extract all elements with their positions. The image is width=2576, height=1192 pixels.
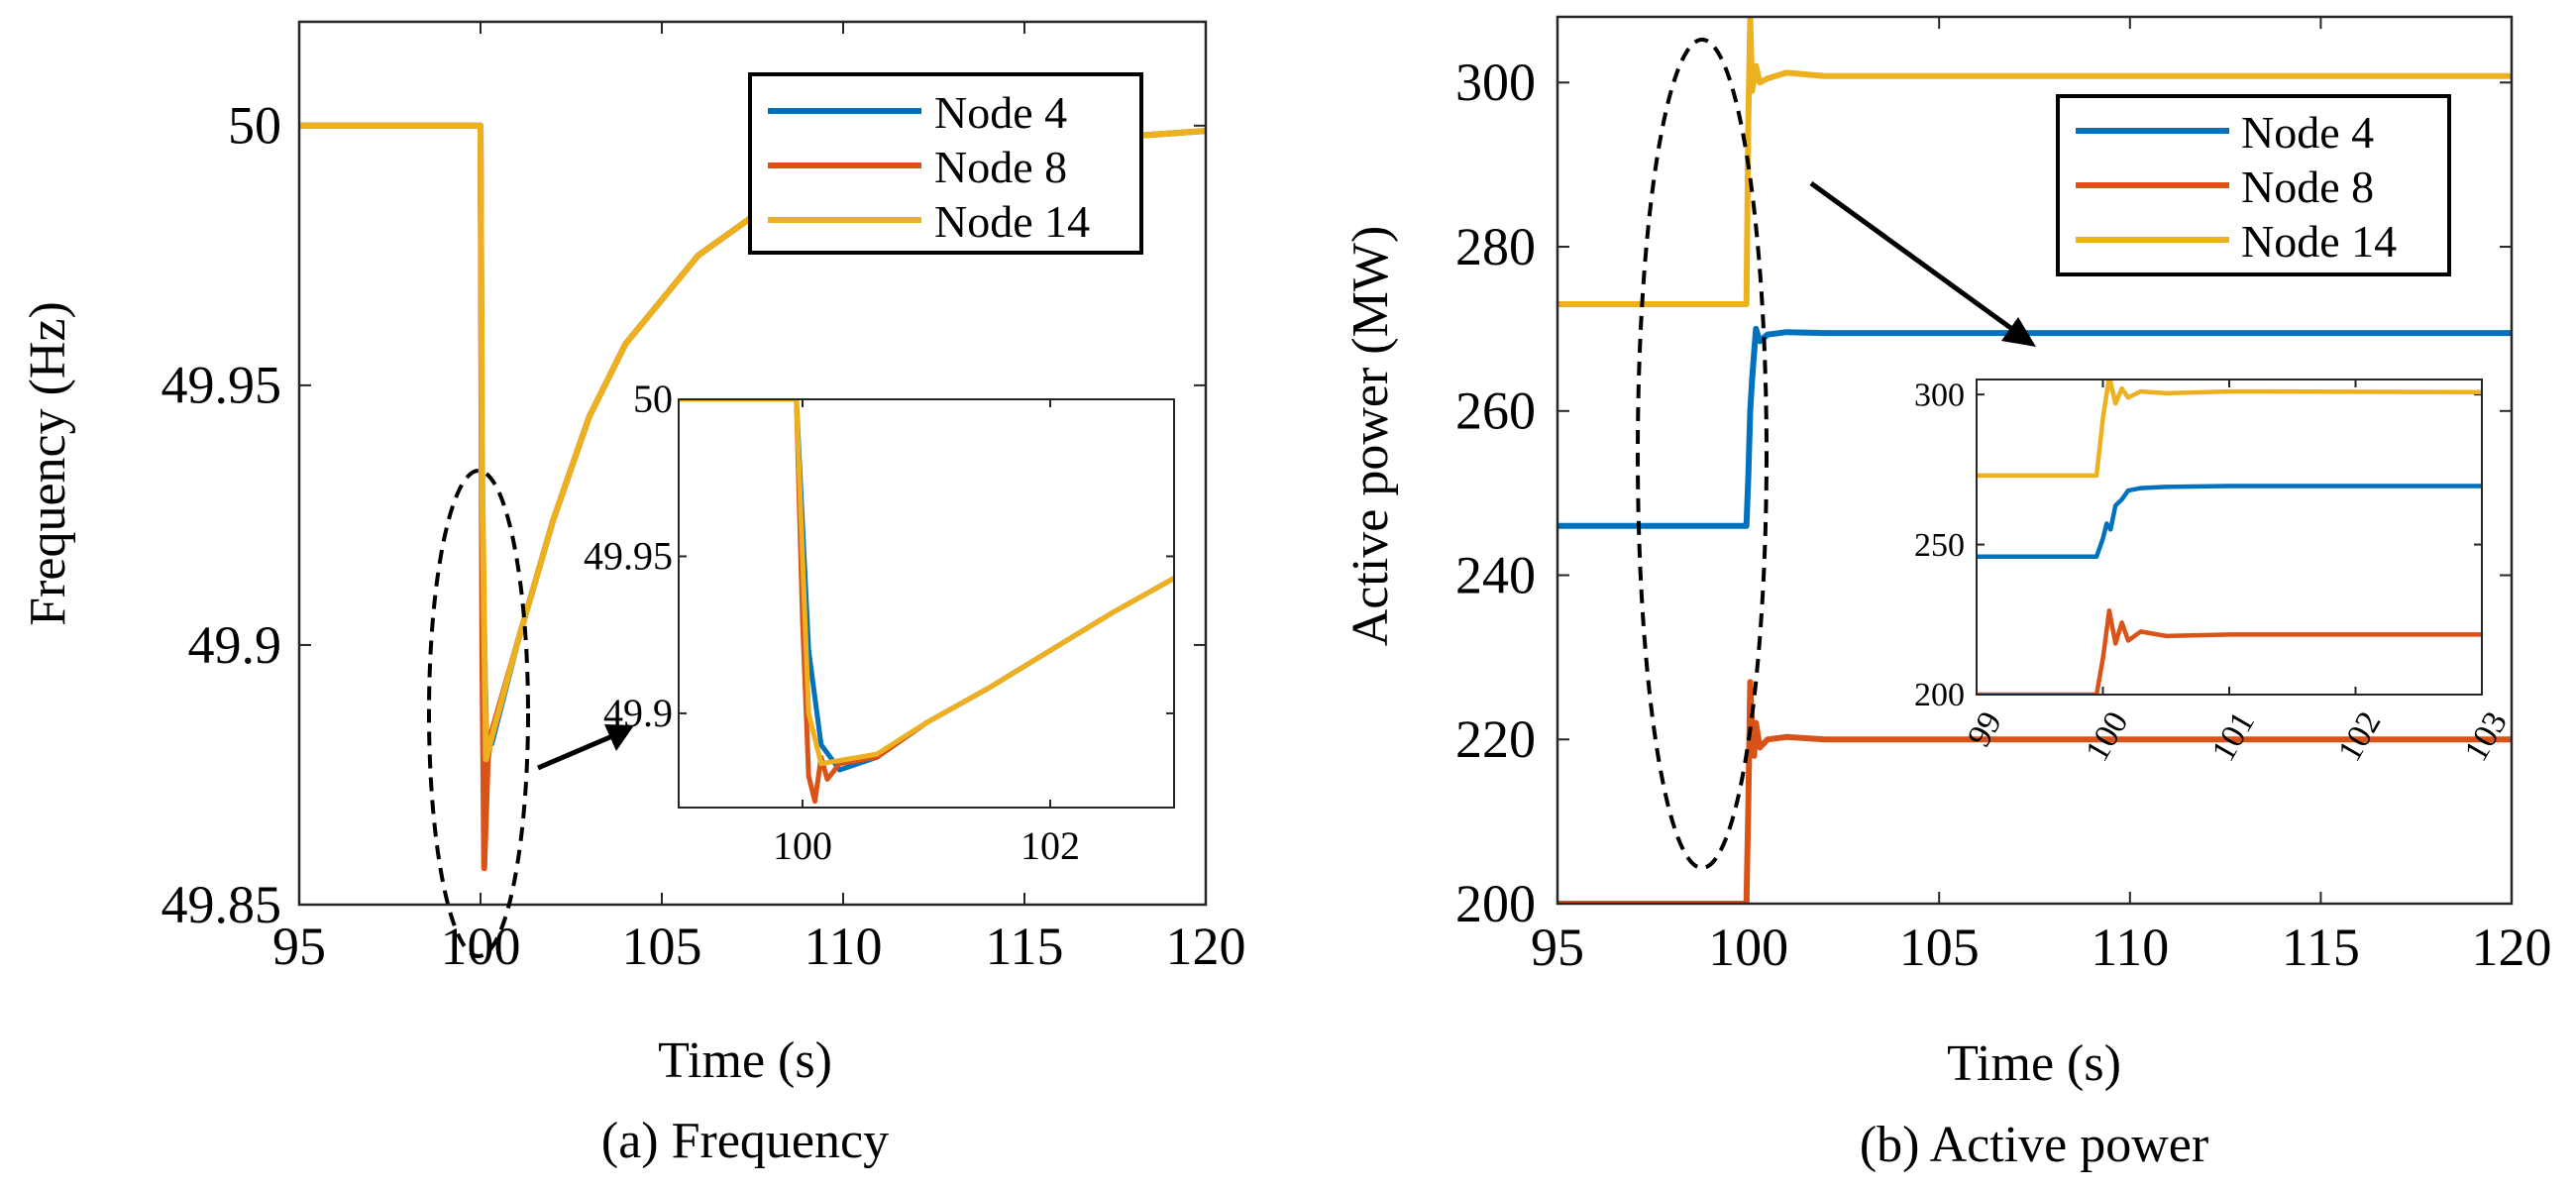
frequency-inset-x-tick-label: 100 [773,823,832,868]
active-power-legend: Node 4 Node 8 Node 14 [2056,94,2451,276]
active-power-y-tick-label: 220 [1455,709,1536,769]
active-power-inset-y-tick-label: 300 [1914,377,1965,413]
frequency-y-tick-label: 49.85 [161,875,282,934]
active-power-series-node-8 [1557,679,2512,904]
panel-active-power: 95 100 105 110 115 120 200 220 240 260 280 300 Time… [1342,15,2552,1173]
legend-label-node-14: Node 14 [2241,216,2397,267]
active-power-x-tick-label: 105 [1899,918,1980,977]
legend-label-node-8: Node 8 [2241,162,2374,212]
frequency-inset-series-node-14 [679,399,1174,767]
frequency-y-tick-label: 50 [228,96,281,156]
active-power-highlight-ellipse [1636,38,1769,870]
active-power-y-tick-label: 240 [1455,545,1536,604]
frequency-x-tick-label: 95 [272,917,326,976]
active-power-x-tick-label: 120 [2472,918,2552,977]
frequency-inset-y-tick-label: 50 [633,377,673,421]
frequency-y-tick-label: 49.9 [188,615,282,675]
frequency-inset-frame [678,398,1175,809]
active-power-inset-x-tick-label: 101 [2204,705,2262,768]
legend-label-node-4: Node 4 [2241,107,2374,158]
active-power-series-node-14 [1557,17,2512,307]
frequency-y-tick-label: 49.95 [161,356,282,415]
frequency-zoom-arrowhead [604,724,634,751]
active-power-y-axis-label: Active power (MW) [1342,226,1399,647]
active-power-inset: 99 100 101 102 103 200 250 300 [1914,377,2515,768]
active-power-x-tick-label: 110 [2091,918,2169,977]
frequency-x-tick-label: 120 [1166,917,1246,976]
active-power-inset-series-node-8 [1977,607,2482,695]
active-power-y-tick-label: 260 [1455,381,1536,441]
frequency-x-tick-label: 100 [441,917,521,976]
active-power-x-axis-label: Time (s) [1947,1035,2121,1092]
frequency-x-tick-label: 105 [622,917,702,976]
active-power-inset-series-group [1977,379,2482,695]
active-power-caption: (b) Active power [1860,1117,2208,1173]
frequency-x-axis-label: Time (s) [658,1032,832,1089]
frequency-plot-area [297,20,1208,907]
frequency-zoom-arrow [537,730,620,771]
active-power-inset-x-tick-label: 103 [2457,705,2515,768]
frequency-x-tick-label: 115 [986,917,1064,976]
active-power-inset-x-tick-label: 102 [2331,705,2389,768]
legend-label-node-4: Node 4 [934,87,1067,138]
frequency-caption: (a) Frequency [601,1113,889,1169]
active-power-x-tick-label: 95 [1531,918,1584,977]
frequency-inset-series-group [679,399,1174,805]
panel-frequency: 95 100 105 110 115 120 49.85 49.9 49.95 50 Time (… [20,20,1246,1169]
frequency-highlight-ellipse [427,469,530,958]
active-power-series-group [1557,17,2512,904]
active-power-inset-x-tick-label: 100 [2079,705,2136,768]
legend-label-node-8: Node 8 [934,142,1067,192]
active-power-y-tick-label: 280 [1455,217,1536,276]
active-power-x-tick-label: 115 [2282,918,2360,977]
frequency-y-axis-label: Frequency (Hz) [20,301,76,626]
active-power-zoom-arrowhead [2001,317,2036,347]
active-power-inset-y-tick-label: 250 [1914,527,1965,564]
frequency-inset-y-tick-label: 49.95 [584,534,673,579]
active-power-inset-series-node-4 [1977,484,2482,559]
active-power-inset-frame [1976,379,2483,696]
frequency-x-tick-label: 110 [805,917,883,976]
active-power-series-node-4 [1557,325,2512,529]
active-power-inset-x-tick-label: 99 [1961,705,2009,753]
active-power-inset-series-node-14 [1977,379,2482,479]
active-power-plot-area [1556,15,2514,906]
frequency-inset-x-tick-label: 102 [1020,823,1080,868]
active-power-zoom-arrow [1809,180,2018,335]
active-power-y-tick-label: 300 [1455,53,1536,112]
frequency-legend: Node 4 Node 8 Node 14 [748,72,1143,255]
active-power-y-tick-label: 200 [1455,874,1536,933]
legend-label-node-14: Node 14 [934,196,1090,247]
active-power-x-tick-label: 100 [1708,918,1788,977]
active-power-inset-y-tick-label: 200 [1914,677,1965,713]
